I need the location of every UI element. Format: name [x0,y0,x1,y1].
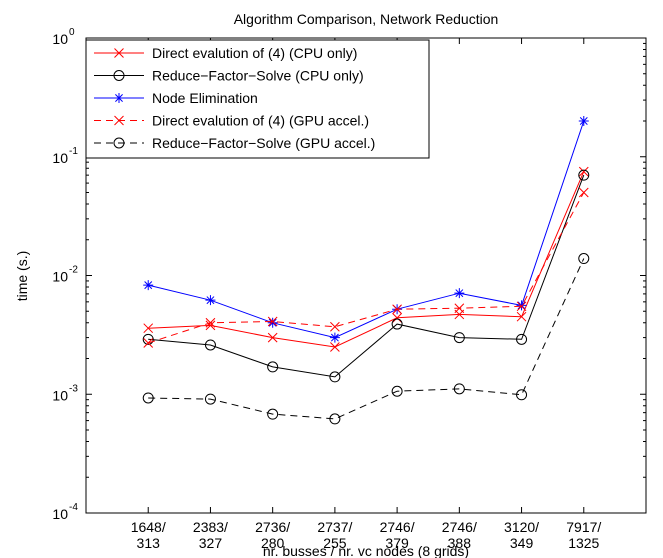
axis-ticks: 10-410-310-210-110 01648/3132383/3272736/… [52,27,646,551]
data-point [392,312,402,323]
data-point [113,137,125,149]
data-point [204,339,216,351]
data-point [330,342,340,352]
data-point [578,253,590,265]
data-point [205,320,216,331]
y-tick-label: 10 [52,387,68,403]
y-axis-label: time (s.) [14,251,30,302]
data-point [391,318,403,330]
data-point [205,317,216,328]
y-tick-label-exponent: -3 [69,383,78,394]
data-point [267,316,278,327]
series-4 [143,187,589,348]
legend-label: Direct evalution of (4) (GPU accel.) [152,113,369,129]
data-point [114,115,124,126]
series-line [148,171,585,348]
x-tick-label: 3120/ [504,519,539,535]
legend-box [85,39,430,159]
data-point [143,338,154,348]
data-point [454,303,465,314]
data-point [578,187,589,198]
series-line [148,174,585,378]
x-tick-label: 280 [261,535,285,551]
x-tick-label: 7917/ [566,519,601,535]
data-point [267,317,278,328]
legend-item: Direct evalution of (4) (GPU accel.) [94,113,369,129]
data-point [578,166,589,177]
data-point [330,321,340,332]
y-tick-label-exponent: -2 [69,265,78,276]
data-point [114,93,124,103]
legend-item: Reduce−Factor−Solve (CPU only) [94,68,364,84]
x-tick-label: 327 [199,535,223,551]
series-line [148,120,585,339]
x-axis-label: nr. busses / nr. vc nodes (8 grids) [263,543,469,558]
data-point [454,288,465,299]
chart-title: Algorithm Comparison, Network Reduction [234,11,499,27]
x-tick-label: 255 [323,535,347,551]
data-point [392,304,402,315]
legend-item: Reduce−Factor−Solve (GPU accel.) [94,135,375,151]
data-point [329,332,340,343]
data-point [516,300,527,311]
legend-item: Node Elimination [94,90,258,106]
legend-item: Direct evalution of (4) (CPU only) [94,45,357,61]
data-point [142,392,154,404]
x-tick-label: 388 [448,535,472,551]
y-tick-label-exponent: -4 [69,502,78,513]
series-5 [142,253,590,425]
legend: Direct evalution of (4) (CPU only) Reduce… [85,39,430,159]
x-tick-label: 2746/ [380,519,415,535]
data-point [391,385,403,397]
data-point [267,332,278,343]
series-3 [143,116,589,343]
x-tick-label: 1648/ [131,519,166,535]
data-point [143,280,154,291]
legend-label: Reduce−Factor−Solve (CPU only) [152,68,364,84]
data-point [113,70,125,81]
data-point [204,393,216,405]
data-point [329,413,341,425]
data-point [453,383,465,395]
data-point [267,361,279,373]
data-point [516,301,527,312]
x-tick-label: 349 [510,535,534,551]
x-tick-label: 2746/ [442,519,477,535]
legend-label: Node Elimination [152,90,258,106]
series-2 [142,169,590,383]
data-point [329,371,341,383]
data-point [453,332,465,344]
data-point [142,333,154,345]
x-tick-label: 2736/ [255,519,290,535]
x-tick-label: 2383/ [193,519,228,535]
y-tick-label: 10 [52,269,68,285]
data-point [516,333,528,345]
x-tick-label: 1325 [568,535,599,551]
y-tick-label-exponent: 0 [69,27,75,38]
x-tick-label: 313 [137,535,161,551]
data-point [267,408,279,420]
data-point [578,116,589,127]
data-point [578,169,590,181]
y-tick-label: 10 [52,150,68,166]
data-point [516,389,528,401]
data-point [143,323,154,334]
x-tick-label: 379 [385,535,409,551]
y-tick-label: 10 [52,506,68,522]
data-point [114,48,124,58]
series-line [148,258,585,420]
legend-label: Reduce−Factor−Solve (GPU accel.) [152,135,375,151]
x-tick-label: 2737/ [317,519,352,535]
data-point [516,311,527,322]
y-tick-label-exponent: -1 [69,146,78,157]
series-layer [142,116,590,425]
series-line [148,192,585,344]
y-tick-label: 10 [52,31,68,47]
legend-label: Direct evalution of (4) (CPU only) [152,45,357,61]
data-point [205,295,216,306]
